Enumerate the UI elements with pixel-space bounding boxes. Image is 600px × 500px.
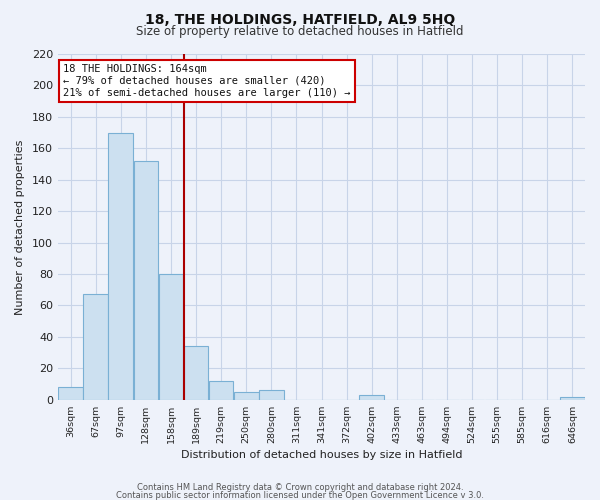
Text: Size of property relative to detached houses in Hatfield: Size of property relative to detached ho… bbox=[136, 25, 464, 38]
Bar bbox=[58, 387, 83, 400]
Bar bbox=[259, 390, 284, 400]
Bar bbox=[83, 294, 108, 400]
Bar bbox=[209, 381, 233, 400]
Bar bbox=[158, 274, 183, 400]
Text: Contains public sector information licensed under the Open Government Licence v : Contains public sector information licen… bbox=[116, 490, 484, 500]
Y-axis label: Number of detached properties: Number of detached properties bbox=[15, 139, 25, 314]
Bar bbox=[134, 161, 158, 400]
Bar bbox=[359, 395, 384, 400]
Bar bbox=[560, 396, 585, 400]
Bar bbox=[109, 132, 133, 400]
Bar bbox=[234, 392, 259, 400]
Text: Contains HM Land Registry data © Crown copyright and database right 2024.: Contains HM Land Registry data © Crown c… bbox=[137, 483, 463, 492]
Bar bbox=[184, 346, 208, 400]
Text: 18 THE HOLDINGS: 164sqm
← 79% of detached houses are smaller (420)
21% of semi-d: 18 THE HOLDINGS: 164sqm ← 79% of detache… bbox=[64, 64, 351, 98]
Text: 18, THE HOLDINGS, HATFIELD, AL9 5HQ: 18, THE HOLDINGS, HATFIELD, AL9 5HQ bbox=[145, 12, 455, 26]
X-axis label: Distribution of detached houses by size in Hatfield: Distribution of detached houses by size … bbox=[181, 450, 462, 460]
